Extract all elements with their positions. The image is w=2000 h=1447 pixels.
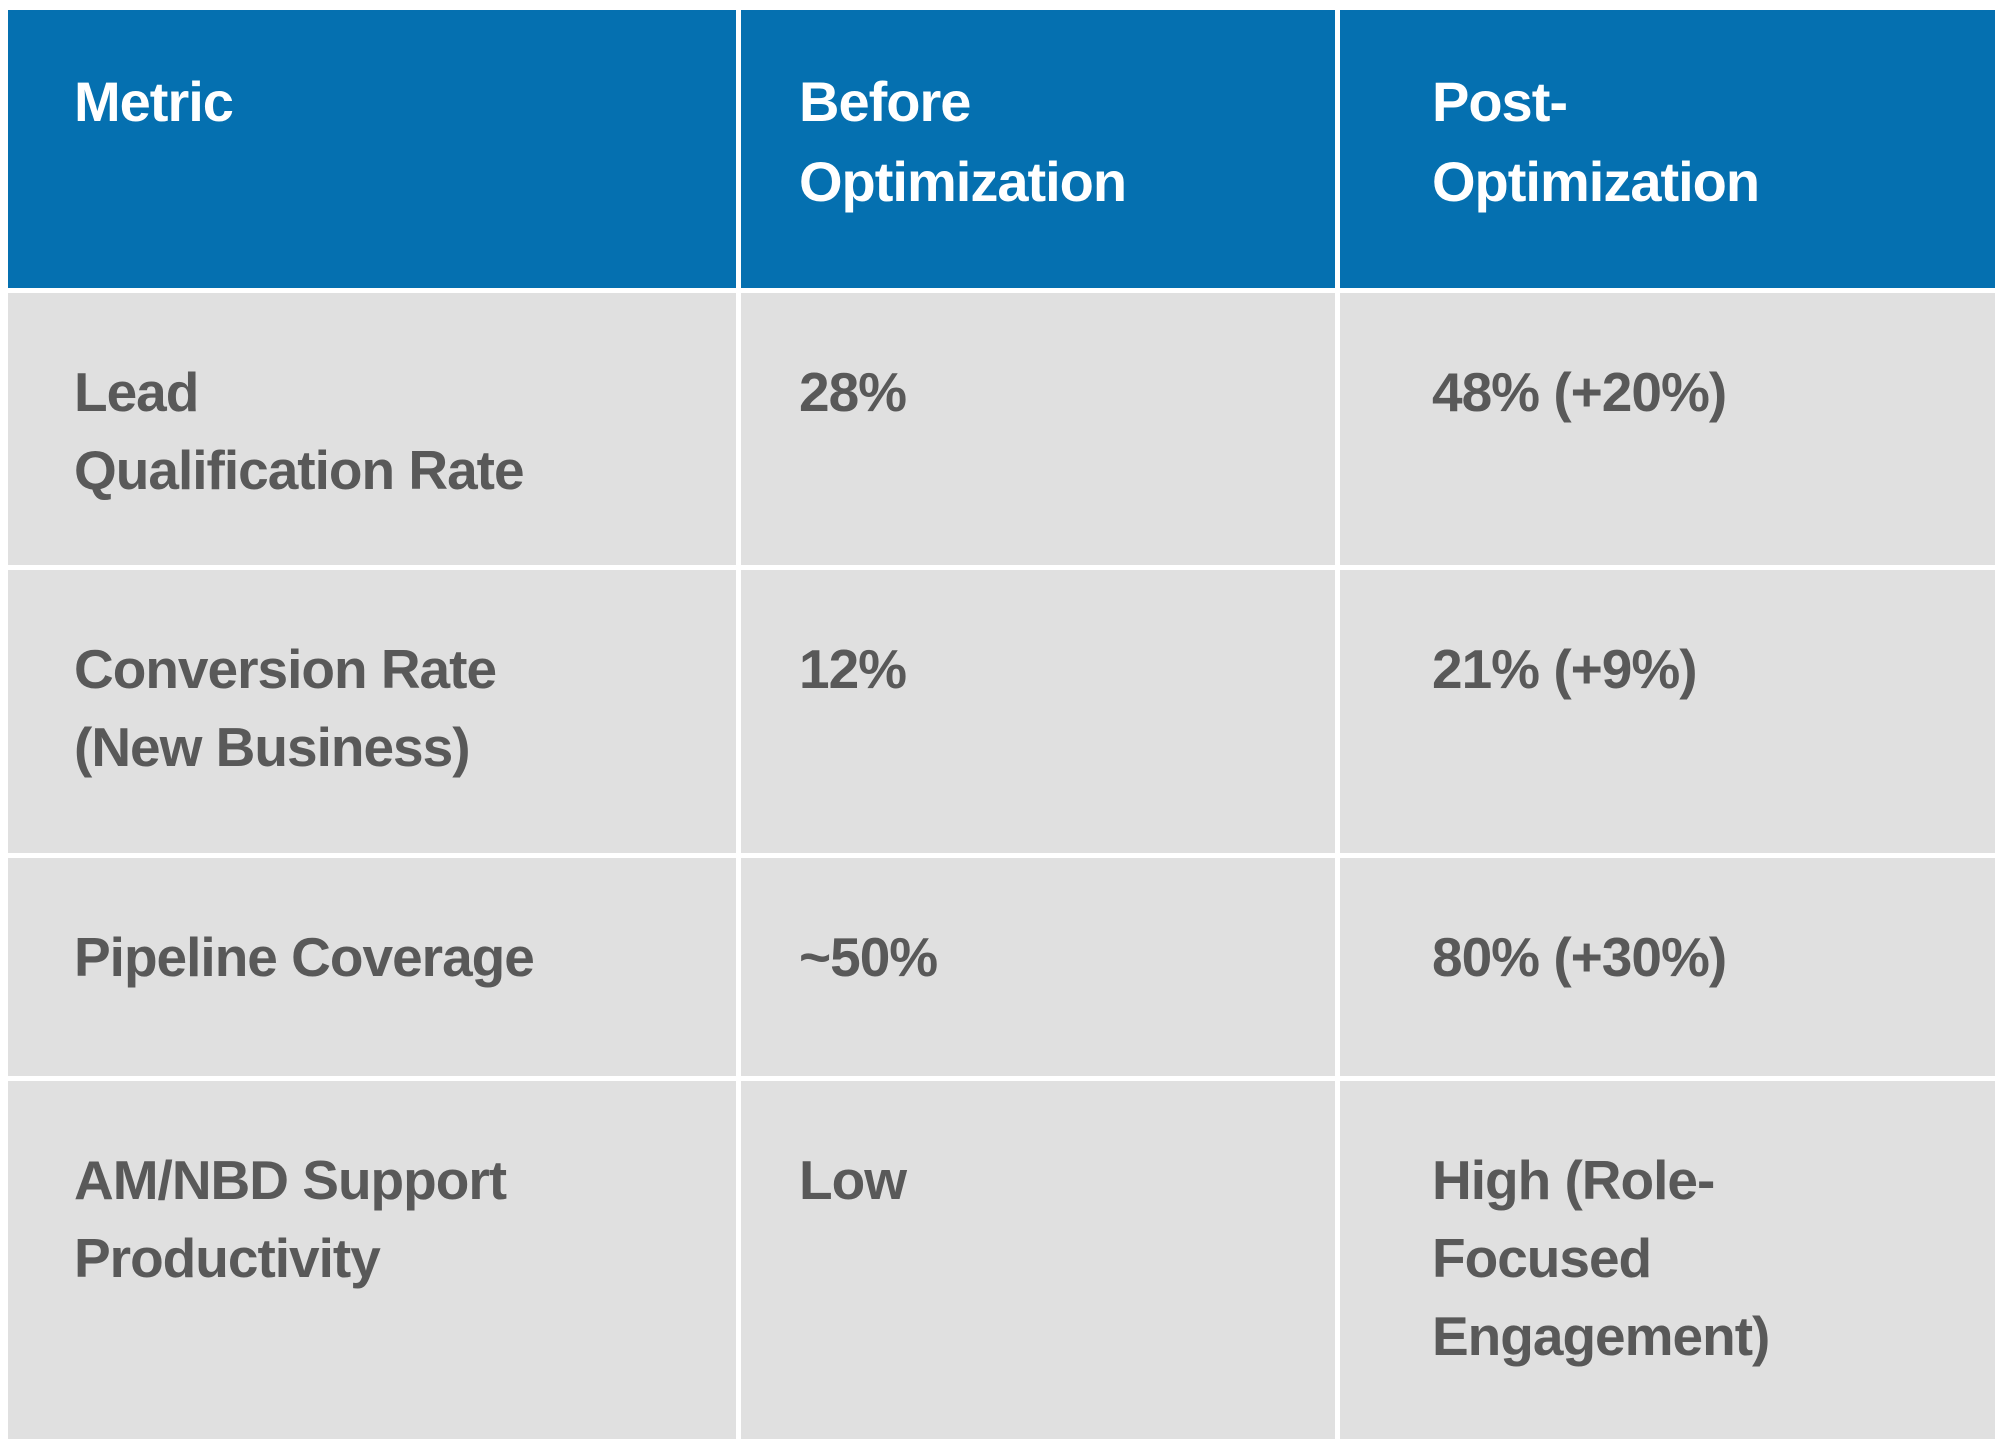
row3-metric-label: Pipeline Coverage (8, 858, 736, 1076)
row2-metric-label: Conversion Rate (New Business) (8, 570, 736, 853)
header-cell-post-optimization: Post- Optimization (1340, 10, 1995, 288)
header-cell-before-optimization: Before Optimization (741, 10, 1335, 288)
row1-before-value: 28% (741, 293, 1335, 565)
row1-metric-label: Lead Qualification Rate (8, 293, 736, 565)
row2-post-value: 21% (+9%) (1340, 570, 1995, 853)
row1-post-value: 48% (+20%) (1340, 293, 1995, 565)
row4-post-value: High (Role- Focused Engagement) (1340, 1081, 1995, 1439)
row2-before-value: 12% (741, 570, 1335, 853)
header-cell-metric: Metric (8, 10, 736, 288)
row3-post-value: 80% (+30%) (1340, 858, 1995, 1076)
row4-before-value: Low (741, 1081, 1335, 1439)
row4-metric-label: AM/NBD Support Productivity (8, 1081, 736, 1439)
row3-before-value: ~50% (741, 858, 1335, 1076)
